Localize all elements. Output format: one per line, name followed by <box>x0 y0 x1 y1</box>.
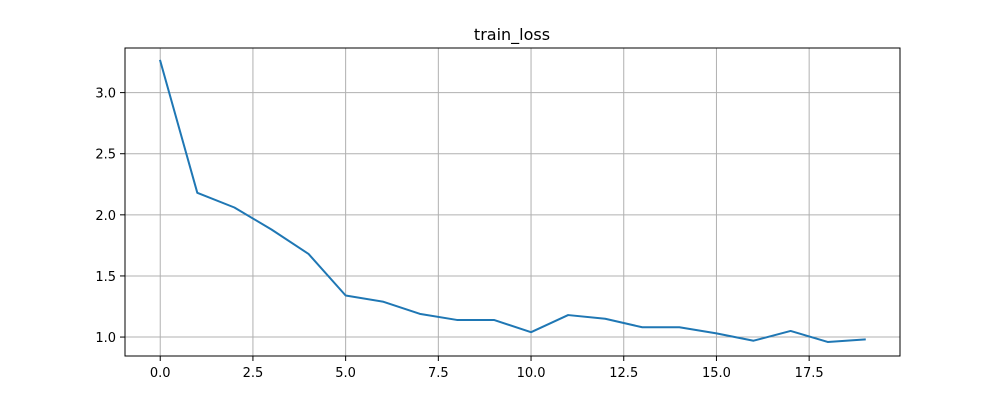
x-tick-label: 2.5 <box>243 366 264 381</box>
x-tick-label: 17.5 <box>795 366 824 381</box>
x-tick-label: 0.0 <box>150 366 171 381</box>
y-tick-label: 3.0 <box>95 87 116 102</box>
series-layer <box>158 59 866 343</box>
grid-lines <box>125 48 900 356</box>
x-axis: 0.0 2.5 5.0 7.5 10.0 12.5 15.0 17.5 <box>150 356 824 381</box>
x-tick-label: 5.0 <box>335 366 356 381</box>
y-tick-label: 2.0 <box>95 209 116 224</box>
series-line <box>158 59 866 343</box>
x-tick-label: 15.0 <box>702 366 731 381</box>
plot-frame <box>124 47 901 357</box>
chart-title: train_loss <box>474 25 550 45</box>
x-tick-label: 7.5 <box>428 366 449 381</box>
y-tick-label: 1.0 <box>95 331 116 346</box>
y-tick-label: 2.5 <box>95 148 116 163</box>
x-tick-label: 12.5 <box>609 366 638 381</box>
y-axis: 1.0 1.5 2.0 2.5 3.0 <box>95 87 125 346</box>
x-tick-label: 10.0 <box>517 366 546 381</box>
y-tick-label: 1.5 <box>95 270 116 285</box>
